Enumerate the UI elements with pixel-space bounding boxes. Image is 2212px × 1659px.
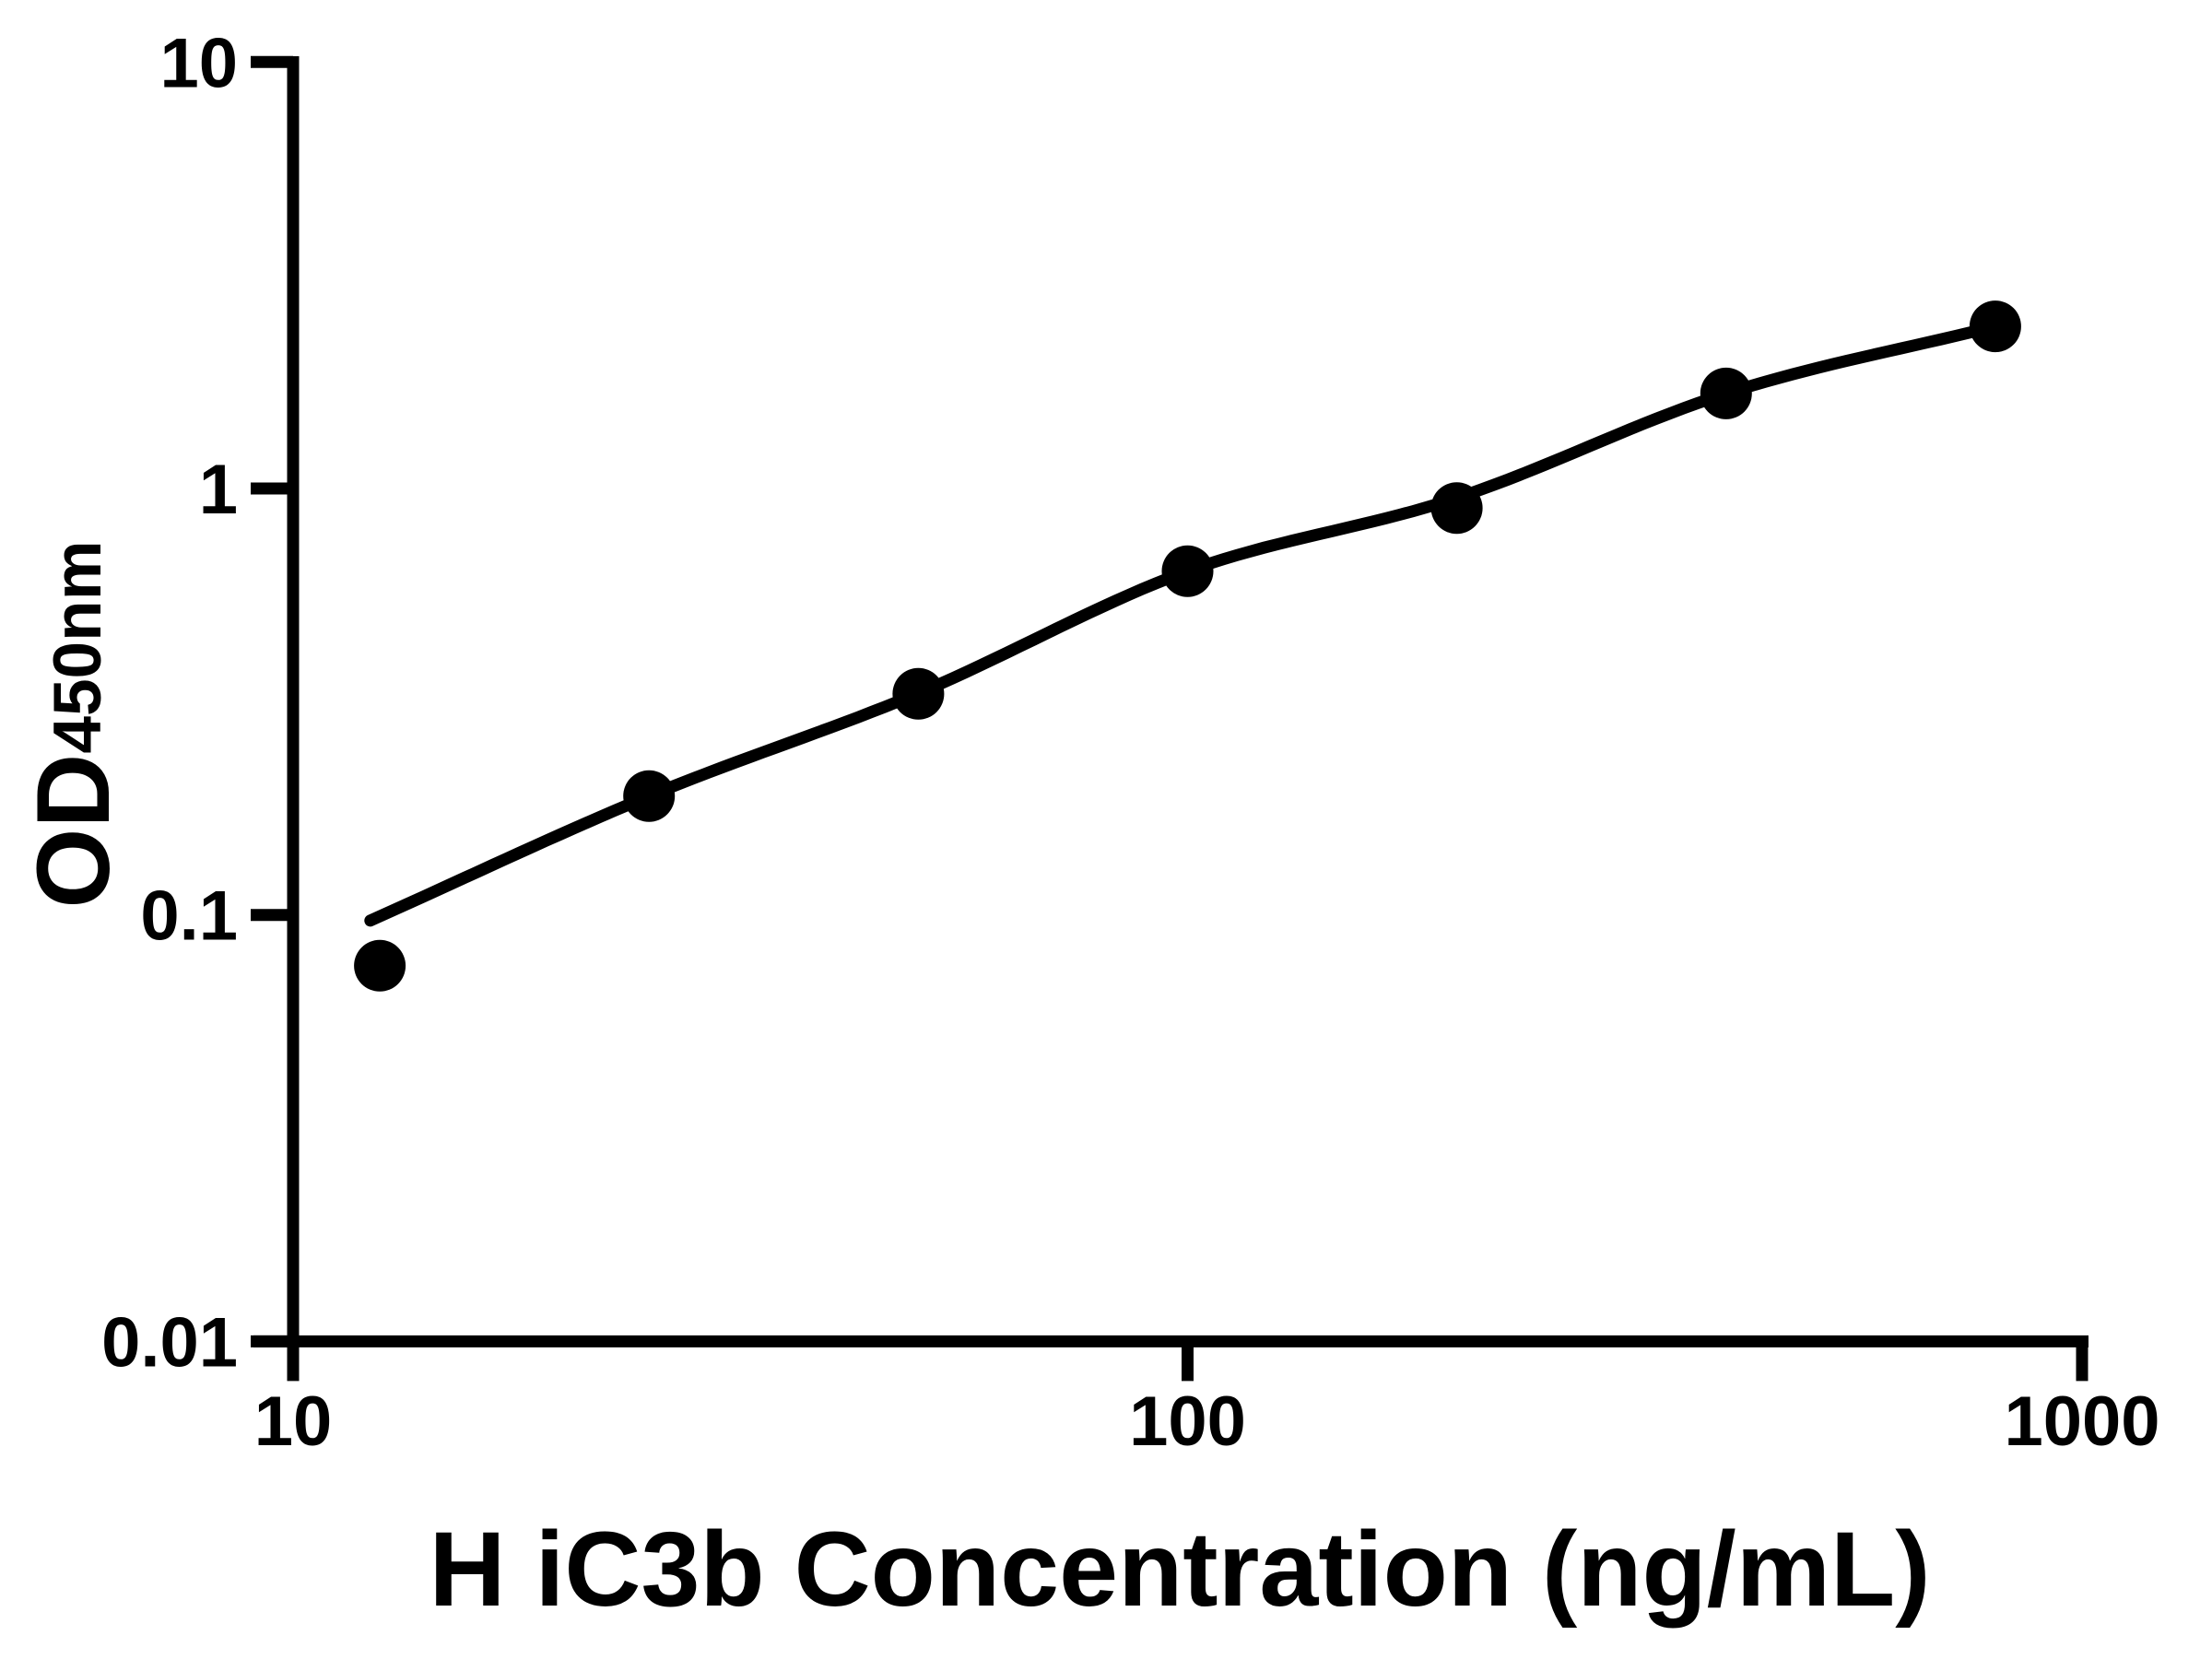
x-tick-label: 1000	[2004, 1382, 2159, 1461]
x-tick-label: 10	[254, 1382, 333, 1461]
y-tick-label: 1	[199, 451, 238, 529]
data-point-marker	[623, 770, 676, 822]
plot-group	[354, 300, 2021, 992]
y-tick-label: 0.01	[101, 1303, 238, 1382]
fit-curve-line	[364, 320, 2002, 927]
y-tick-label: 10	[159, 24, 238, 102]
x-axis-title: H iC3b Concentration (ng/mL)	[429, 1511, 1930, 1629]
data-point-marker	[1700, 367, 1752, 419]
data-point-marker	[1969, 300, 2021, 353]
data-point-marker	[1430, 482, 1483, 535]
data-point-marker	[354, 939, 406, 992]
x-tick-label: 100	[1129, 1382, 1246, 1461]
data-point-marker	[1161, 545, 1214, 597]
y-axis-title-450nm-subscript: 450nm	[41, 540, 115, 753]
y-tick-label: 0.1	[140, 877, 238, 956]
axes-group	[251, 55, 2088, 1382]
data-point-marker	[892, 667, 945, 720]
y-axis-title: OD450nm	[16, 540, 131, 908]
y-axis-title-main: OD	[16, 754, 131, 909]
